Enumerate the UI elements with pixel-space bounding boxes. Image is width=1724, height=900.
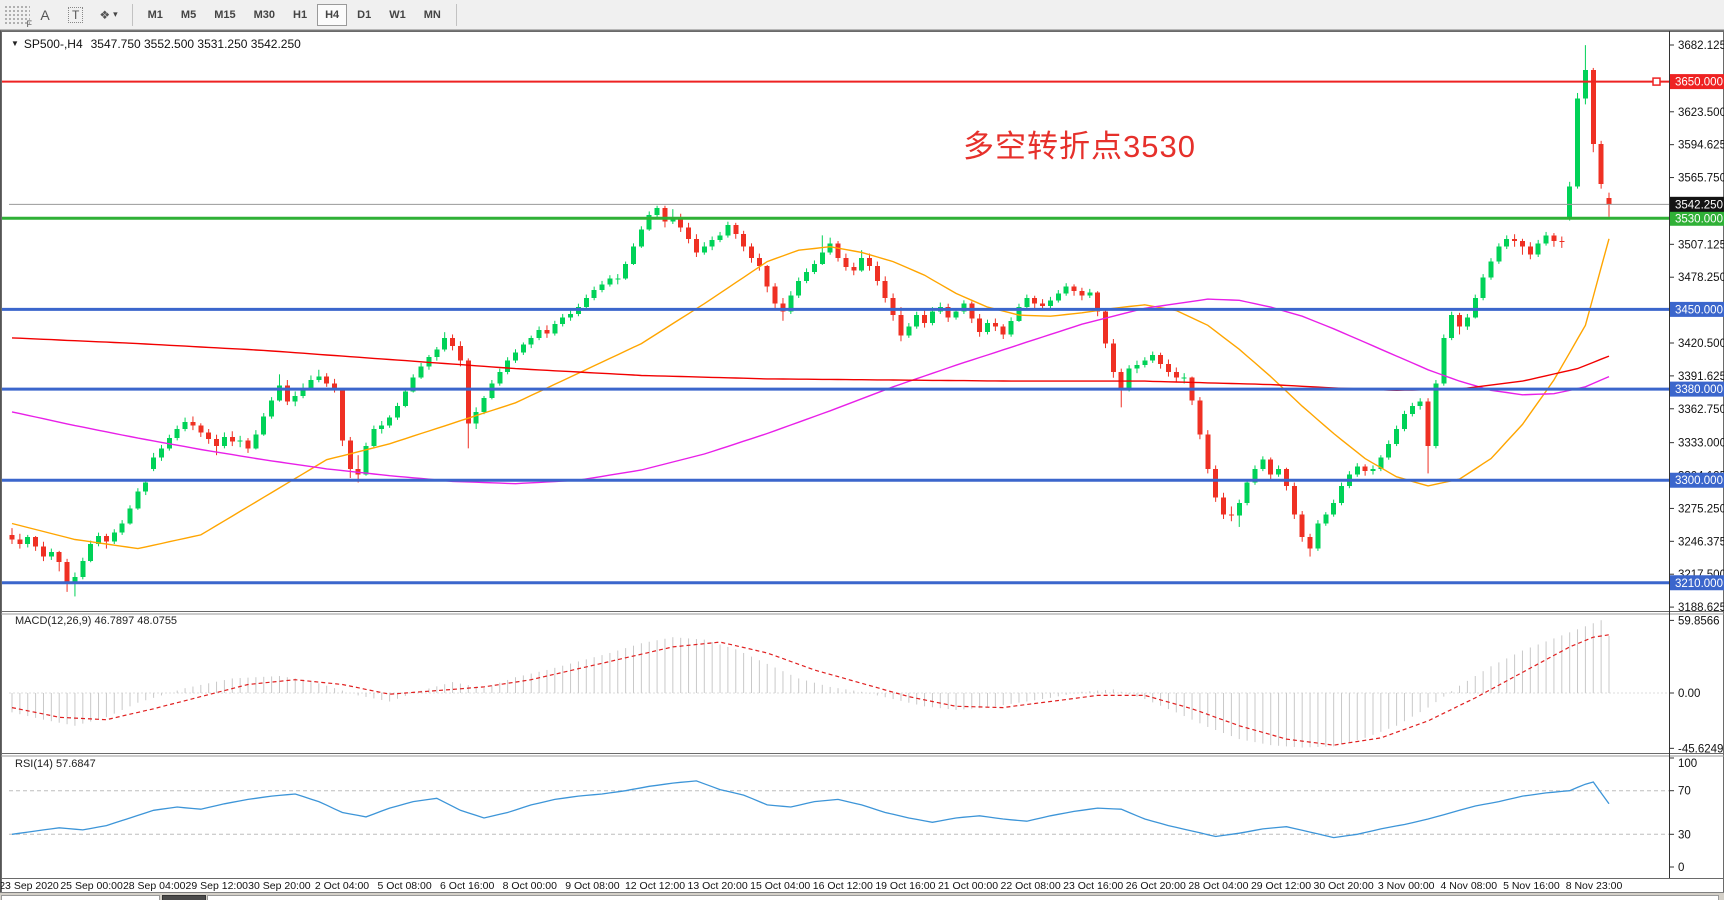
chart-title: ▼ SP500-,H4 3547.750 3552.500 3531.250 354… [11, 37, 301, 51]
svg-text:0: 0 [1678, 862, 1684, 874]
svg-text:28 Oct 04:00: 28 Oct 04:00 [1188, 880, 1248, 892]
svg-text:3530.000: 3530.000 [1675, 213, 1723, 225]
toolbar: F A T ❖ ▾ M1 M5 M15 M30 H1 H4 D1 W1 MN [0, 0, 1724, 30]
svg-text:3188.625: 3188.625 [1678, 602, 1724, 614]
rsi-label: RSI(14) 57.6847 [15, 758, 96, 770]
svg-text:3478.250: 3478.250 [1678, 272, 1724, 284]
svg-text:21 Oct 00:00: 21 Oct 00:00 [938, 880, 998, 892]
svg-text:3682.125: 3682.125 [1678, 40, 1724, 52]
status-bar [0, 892, 1724, 900]
status-pane [207, 895, 1719, 900]
ohlc-values: 3547.750 3552.500 3531.250 3542.250 [90, 37, 301, 51]
svg-text:9 Oct 08:00: 9 Oct 08:00 [565, 880, 619, 892]
svg-text:16 Oct 12:00: 16 Oct 12:00 [813, 880, 873, 892]
svg-text:-45.6249: -45.6249 [1678, 743, 1723, 755]
svg-text:3333.000: 3333.000 [1678, 438, 1724, 450]
timeframe-m1-button[interactable]: M1 [140, 4, 171, 26]
toolbar-separator [131, 3, 133, 26]
timeframe-mn-button[interactable]: MN [416, 4, 449, 26]
timeframe-m30-button[interactable]: M30 [246, 4, 283, 26]
svg-text:0.00: 0.00 [1678, 688, 1700, 700]
macd-label: MACD(12,26,9) 46.7897 48.0755 [15, 615, 178, 627]
svg-text:30: 30 [1678, 829, 1691, 841]
timeframe-group: M1 M5 M15 M30 H1 H4 D1 W1 MN [139, 0, 450, 29]
chart-dropdown-icon[interactable]: ▼ [11, 39, 19, 48]
chart-window: ▼ SP500-,H4 3547.750 3552.500 3531.250 354… [0, 30, 1724, 893]
svg-text:26 Oct 20:00: 26 Oct 20:00 [1126, 880, 1186, 892]
svg-text:22 Oct 08:00: 22 Oct 08:00 [1001, 880, 1061, 892]
svg-text:23 Oct 16:00: 23 Oct 16:00 [1063, 880, 1123, 892]
timeframe-d1-button[interactable]: D1 [349, 4, 379, 26]
svg-text:100: 100 [1678, 758, 1697, 770]
svg-text:3623.500: 3623.500 [1678, 107, 1724, 119]
symbol-period-label: SP500-,H4 [23, 37, 83, 51]
arrow-style-tool-button[interactable]: ❖ ▾ [93, 3, 123, 27]
svg-text:30 Sep 20:00: 30 Sep 20:00 [248, 880, 311, 892]
svg-text:3650.000: 3650.000 [1675, 77, 1723, 89]
svg-text:59.8566: 59.8566 [1678, 615, 1720, 627]
handle-f-label: F [26, 18, 33, 29]
svg-text:25 Sep 00:00: 25 Sep 00:00 [60, 880, 123, 892]
svg-text:3450.000: 3450.000 [1675, 304, 1723, 316]
svg-text:23 Sep 2020: 23 Sep 2020 [1, 880, 59, 892]
svg-text:2 Oct 04:00: 2 Oct 04:00 [315, 880, 369, 892]
timeframe-w1-button[interactable]: W1 [381, 4, 414, 26]
svg-text:4 Nov 08:00: 4 Nov 08:00 [1440, 880, 1497, 892]
text-label-icon: T [68, 6, 84, 23]
svg-text:30 Oct 20:00: 30 Oct 20:00 [1314, 880, 1374, 892]
svg-text:3275.250: 3275.250 [1678, 503, 1724, 515]
svg-text:15 Oct 04:00: 15 Oct 04:00 [750, 880, 810, 892]
svg-text:5 Nov 16:00: 5 Nov 16:00 [1503, 880, 1560, 892]
timeframe-m15-button[interactable]: M15 [206, 4, 243, 26]
text-label-tool-button[interactable]: T [62, 3, 89, 27]
svg-text:12 Oct 12:00: 12 Oct 12:00 [625, 880, 685, 892]
svg-text:3420.500: 3420.500 [1678, 338, 1724, 350]
arrows-icon: ❖ [99, 7, 111, 22]
svg-text:3300.000: 3300.000 [1675, 475, 1723, 487]
font-tool-button[interactable]: A [32, 3, 58, 27]
svg-text:3246.375: 3246.375 [1678, 536, 1724, 548]
svg-text:70: 70 [1678, 786, 1691, 798]
chart-canvas[interactable]: 3682.125 3623.500 3594.625 3565.750 3507.125… [1, 31, 1724, 893]
svg-text:3542.250: 3542.250 [1675, 199, 1723, 211]
svg-text:3 Nov 00:00: 3 Nov 00:00 [1378, 880, 1435, 892]
svg-text:8 Nov 23:00: 8 Nov 23:00 [1566, 880, 1623, 892]
status-pane-dark [162, 895, 206, 900]
svg-text:5 Oct 08:00: 5 Oct 08:00 [377, 880, 431, 892]
svg-text:28 Sep 04:00: 28 Sep 04:00 [123, 880, 186, 892]
svg-text:29 Oct 12:00: 29 Oct 12:00 [1251, 880, 1311, 892]
svg-text:13 Oct 20:00: 13 Oct 20:00 [688, 880, 748, 892]
dropdown-caret-icon: ▾ [113, 9, 118, 19]
svg-text:3507.125: 3507.125 [1678, 239, 1724, 251]
svg-text:3210.000: 3210.000 [1675, 578, 1723, 590]
price-annotation[interactable]: 多空转折点3530 [963, 129, 1196, 164]
svg-text:3391.625: 3391.625 [1678, 371, 1724, 383]
svg-text:3565.750: 3565.750 [1678, 173, 1724, 185]
svg-text:29 Sep 12:00: 29 Sep 12:00 [186, 880, 249, 892]
svg-text:3362.750: 3362.750 [1678, 404, 1724, 416]
toolbar-drag-handle-icon[interactable]: F [4, 4, 32, 29]
svg-text:6 Oct 16:00: 6 Oct 16:00 [440, 880, 494, 892]
font-icon: A [40, 6, 50, 23]
timeframe-h1-button[interactable]: H1 [285, 4, 315, 26]
timeframe-h4-button[interactable]: H4 [317, 3, 348, 26]
svg-text:19 Oct 16:00: 19 Oct 16:00 [875, 880, 935, 892]
toolbar-separator [455, 3, 457, 26]
svg-text:3594.625: 3594.625 [1678, 140, 1724, 152]
timeframe-m5-button[interactable]: M5 [173, 4, 204, 26]
svg-text:8 Oct 00:00: 8 Oct 00:00 [503, 880, 557, 892]
status-pane [1, 895, 160, 900]
svg-text:3380.000: 3380.000 [1675, 384, 1723, 396]
